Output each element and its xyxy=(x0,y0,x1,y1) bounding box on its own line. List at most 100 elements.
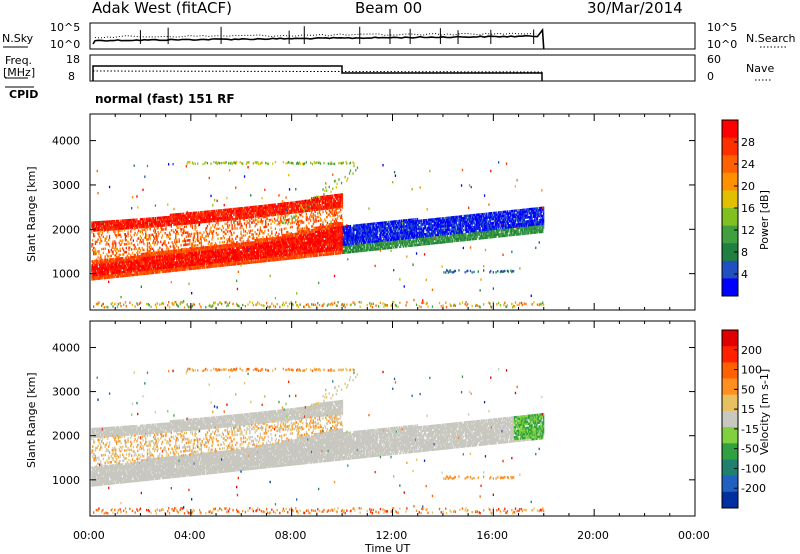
power-cell xyxy=(256,244,258,248)
power-cell xyxy=(109,228,112,231)
power-cell xyxy=(212,263,214,266)
power-cell xyxy=(159,271,161,274)
power-cell xyxy=(191,219,193,223)
power-cell xyxy=(242,260,244,263)
power-cell xyxy=(115,244,117,247)
power-cell xyxy=(176,251,179,254)
power-cell xyxy=(274,219,277,222)
power-cell xyxy=(309,205,311,208)
power-cell xyxy=(193,263,195,266)
power-cell xyxy=(293,246,295,250)
power-cell xyxy=(93,266,95,269)
power-cell xyxy=(291,221,293,225)
power-cell xyxy=(206,260,209,263)
power-cell xyxy=(101,228,104,232)
power-cell xyxy=(280,238,282,241)
power-cell xyxy=(243,248,245,251)
power-cell xyxy=(301,202,303,205)
power-cell xyxy=(308,227,310,231)
power-cell xyxy=(100,273,102,276)
power-cell xyxy=(143,258,145,262)
power-cell xyxy=(150,263,152,267)
power-cell xyxy=(186,258,188,261)
power-cell xyxy=(104,262,106,266)
power-cell xyxy=(163,254,165,257)
power-cell xyxy=(236,250,239,254)
power-cell xyxy=(301,234,303,237)
power-cell xyxy=(268,212,270,215)
power-cell xyxy=(203,258,205,261)
power-cell xyxy=(260,205,262,208)
power-cell xyxy=(214,259,217,262)
power-cell xyxy=(267,229,269,232)
power-cell xyxy=(296,252,298,255)
power-cell xyxy=(282,238,284,241)
power-cell xyxy=(216,249,218,252)
power-cell xyxy=(270,253,272,256)
power-cell xyxy=(124,219,127,222)
power-cell xyxy=(193,236,195,239)
power-cell xyxy=(107,270,109,273)
power-cell xyxy=(248,255,250,258)
power-cell xyxy=(138,265,141,268)
power-cell xyxy=(123,221,126,224)
power-cell xyxy=(291,253,293,256)
power-cell xyxy=(133,263,135,267)
power-cell xyxy=(291,219,293,223)
power-cell xyxy=(277,205,279,208)
power-cell xyxy=(133,267,135,271)
power-cell xyxy=(116,267,119,270)
power-cell xyxy=(96,221,98,224)
power-cell xyxy=(303,251,306,255)
power-cell xyxy=(274,203,277,206)
power-cell xyxy=(211,238,213,241)
power-cell xyxy=(144,225,146,229)
power-cell xyxy=(171,213,173,216)
power-cell xyxy=(129,260,131,263)
power-cell xyxy=(213,245,216,248)
power-cell xyxy=(195,226,197,229)
power-cell xyxy=(299,254,301,257)
power-cell xyxy=(168,233,171,236)
power-cell xyxy=(129,301,131,304)
power-cell xyxy=(209,249,211,253)
power-cell xyxy=(97,227,99,230)
power-cell xyxy=(224,216,226,220)
power-cell xyxy=(158,232,160,236)
power-cell xyxy=(289,241,292,244)
power-cell xyxy=(256,248,258,252)
power-cell xyxy=(292,207,294,210)
power-cell xyxy=(233,217,235,221)
power-cell xyxy=(294,256,296,260)
power-cell xyxy=(223,236,225,240)
power-cell xyxy=(194,249,196,252)
power-cell xyxy=(206,258,208,261)
power-cell xyxy=(176,253,179,256)
power-cell xyxy=(255,258,257,262)
power-cell xyxy=(189,220,191,223)
power-cell xyxy=(243,252,246,255)
power-cell xyxy=(239,236,241,240)
power-cell xyxy=(260,250,262,253)
power-cell xyxy=(198,213,200,216)
power-cell xyxy=(198,211,200,214)
power-cell xyxy=(197,217,199,220)
power-cell xyxy=(277,203,279,206)
power-cell xyxy=(303,255,305,259)
power-cell xyxy=(200,250,202,254)
power-cell xyxy=(230,243,232,246)
power-cell xyxy=(168,266,171,269)
power-cell xyxy=(237,256,239,260)
power-cell xyxy=(161,270,164,274)
power-cell xyxy=(310,209,312,212)
power-cell xyxy=(228,245,231,249)
power-cell xyxy=(133,271,135,275)
power-cell xyxy=(140,267,142,270)
power-cell xyxy=(273,250,276,254)
power-cell xyxy=(223,256,225,259)
power-cell xyxy=(161,266,164,270)
power-cell xyxy=(296,218,299,221)
power-cell xyxy=(129,246,131,249)
power-cell xyxy=(210,218,212,221)
power-cell xyxy=(133,269,135,273)
